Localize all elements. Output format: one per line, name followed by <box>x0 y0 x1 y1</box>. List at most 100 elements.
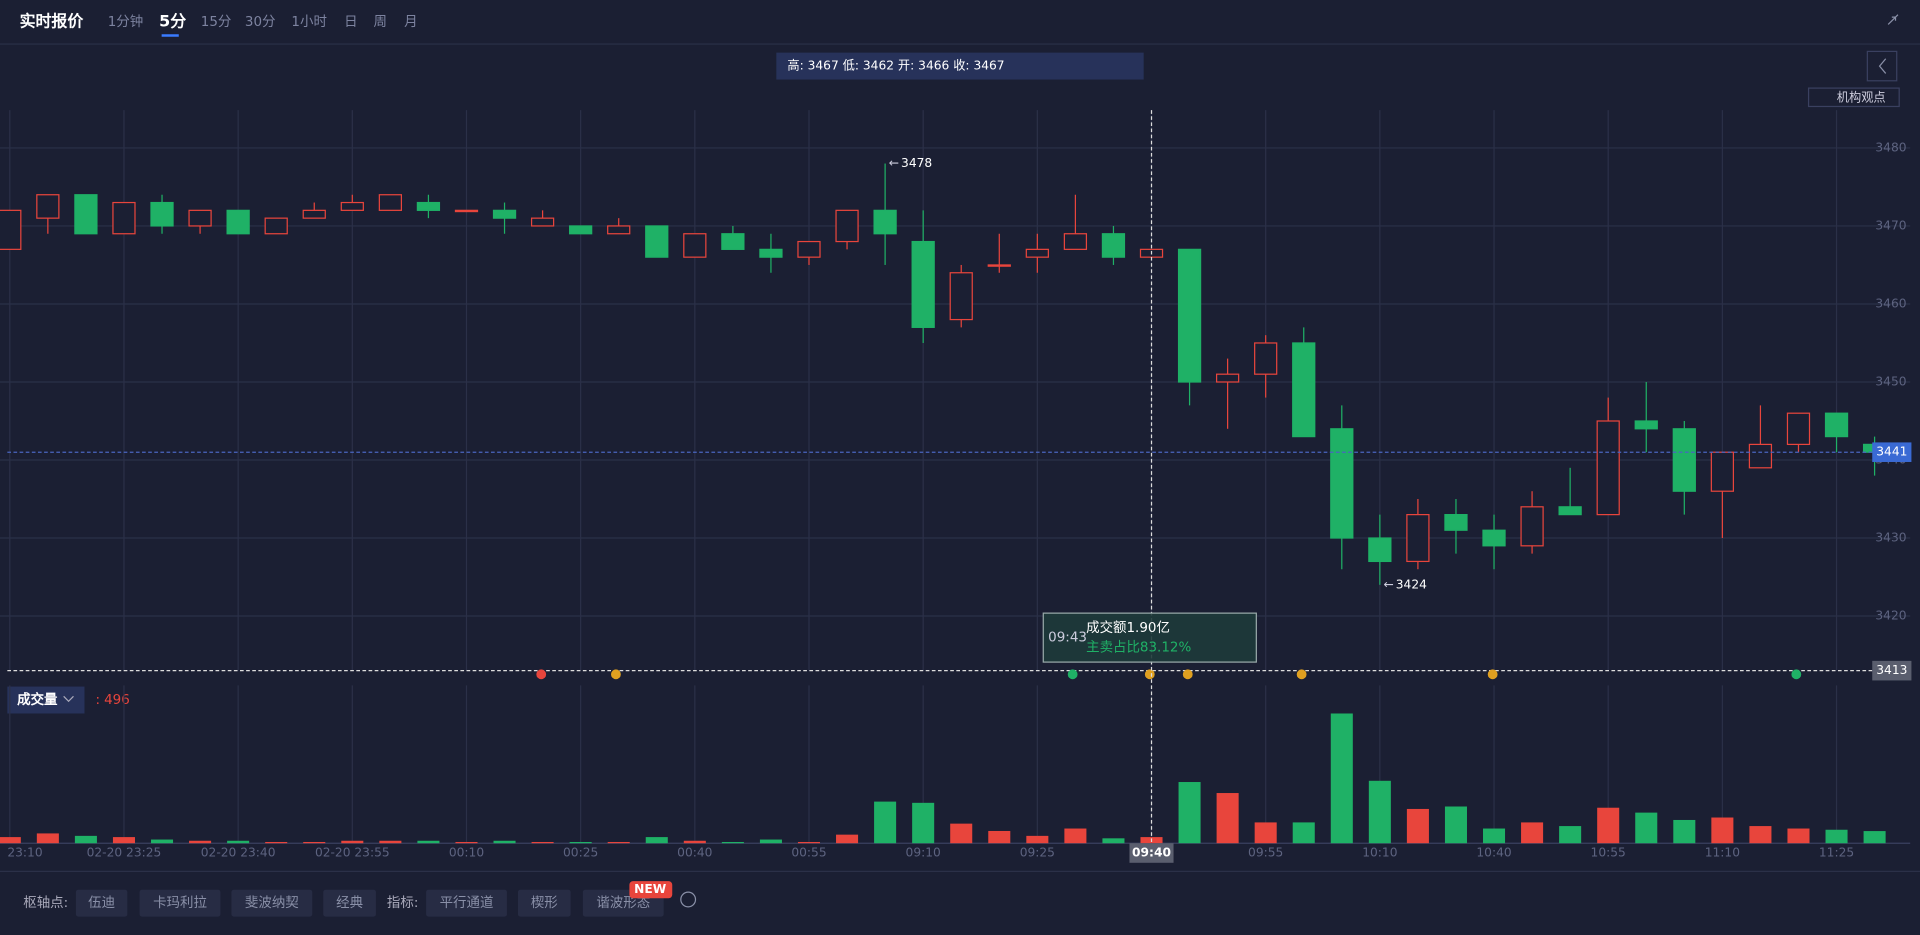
x-tick-label: 23:10 <box>7 846 42 860</box>
period-tab[interactable]: 1小时 <box>291 14 326 30</box>
x-tick-label: 00:40 <box>677 846 712 860</box>
x-tick-label: 09:40 <box>1132 846 1171 860</box>
volume-bar <box>1711 817 1734 844</box>
volume-bar <box>1863 831 1886 844</box>
candle-body <box>1063 233 1088 250</box>
volume-bar <box>1216 793 1239 844</box>
event-marker[interactable] <box>1144 669 1155 680</box>
period-tab[interactable]: 周 <box>373 15 386 30</box>
volume-bar <box>493 840 516 844</box>
event-marker[interactable] <box>1182 669 1193 680</box>
candle-body <box>264 217 288 235</box>
volume-bar <box>683 840 706 844</box>
x-tick-label: 00:25 <box>563 846 598 860</box>
volume-bar <box>1825 829 1848 844</box>
extreme-arrow: ← <box>889 156 899 170</box>
volume-bar <box>151 839 174 844</box>
tooltip-box <box>1042 612 1257 663</box>
candle-body <box>1634 420 1658 430</box>
footer-button[interactable] <box>139 889 221 917</box>
event-marker[interactable] <box>1791 669 1802 680</box>
candle-body <box>1406 514 1430 563</box>
x-tick-label: 02-20 23:40 <box>201 846 276 860</box>
y-tick-label: 3420 <box>1875 609 1906 623</box>
collapse-icon[interactable] <box>1887 14 1899 25</box>
x-tick-label: 09:25 <box>1020 846 1055 860</box>
volume-tag[interactable] <box>7 686 85 714</box>
footer-button-text: 斐波纳契 <box>245 895 299 911</box>
candle-body <box>112 201 136 235</box>
event-marker[interactable] <box>611 669 621 680</box>
period-tab[interactable]: 日 <box>344 15 357 30</box>
candle-body <box>492 209 517 219</box>
period-tab[interactable]: 1分钟 <box>108 13 143 30</box>
x-tick-label: 10:10 <box>1362 846 1397 860</box>
event-marker[interactable] <box>1067 669 1078 680</box>
period-tab[interactable]: 15分 <box>201 14 232 30</box>
candle-body <box>987 264 1011 267</box>
y-tick-label: 3450 <box>1875 374 1906 388</box>
event-marker[interactable] <box>1296 669 1307 680</box>
volume-bar <box>36 833 59 844</box>
candle-body <box>1520 506 1544 547</box>
x-tick-label: 09:55 <box>1248 846 1283 860</box>
candle-body <box>911 240 935 328</box>
views-text: 机构观点 <box>1837 89 1886 104</box>
volume-bar <box>1178 782 1201 844</box>
footer-button[interactable] <box>323 889 376 917</box>
volume-bar <box>874 801 897 844</box>
volume-bar <box>74 835 97 844</box>
candle-body <box>1596 420 1620 516</box>
candle-body <box>1292 342 1316 438</box>
candle-body <box>1368 537 1392 563</box>
volume-bar <box>1406 808 1429 844</box>
ohlc-box <box>776 52 1144 80</box>
candle-body <box>1025 248 1049 258</box>
new-badge-text: NEW <box>634 882 667 896</box>
period-tab[interactable]: 30分 <box>245 14 276 30</box>
help-icon[interactable] <box>680 891 697 908</box>
candle-body <box>607 225 631 235</box>
event-marker[interactable] <box>536 669 547 680</box>
x-label-box <box>1129 843 1174 863</box>
volume-bar <box>455 841 478 844</box>
volume-bar <box>1483 828 1506 844</box>
y-tick-label: 3460 <box>1875 296 1906 310</box>
candle-body <box>0 209 22 250</box>
volume-bar <box>607 841 630 844</box>
candle-body <box>530 217 555 227</box>
candle-body <box>797 240 821 258</box>
footer-button-text: 卡玛利拉 <box>153 895 207 911</box>
views-button[interactable] <box>1807 87 1900 108</box>
footer-button[interactable] <box>75 889 128 917</box>
pivot-label: 枢轴点: <box>23 895 68 911</box>
candle-body <box>721 233 745 250</box>
tooltip-amount: 成交额1.90亿 <box>1086 619 1170 636</box>
period-tabs: 1分钟 5分 15分 30分 1小时 日 周 月 <box>108 12 418 37</box>
last-price-label: 3441 <box>1876 445 1907 459</box>
volume-bar <box>379 840 402 844</box>
x-tick-label: 10:55 <box>1591 846 1626 860</box>
footer-button[interactable] <box>426 889 507 917</box>
event-marker[interactable] <box>1487 669 1498 680</box>
candle-body <box>74 194 98 235</box>
period-tab[interactable]: 5分 <box>159 12 186 31</box>
candle-body <box>188 209 212 227</box>
toggle-button[interactable] <box>1866 50 1898 82</box>
footer-button[interactable] <box>517 889 571 917</box>
volume-bar <box>1597 807 1620 844</box>
ohlc-text: 高: 3467 低: 3462 开: 3466 收: 3467 <box>787 58 1004 73</box>
footer-button-text: 楔形 <box>531 895 558 911</box>
candle-body <box>302 209 326 219</box>
period-tab[interactable]: 月 <box>404 15 417 30</box>
volume-bar <box>341 840 364 844</box>
volume-bar <box>1064 828 1087 844</box>
candle-body <box>569 225 593 235</box>
footer-button[interactable] <box>231 889 313 917</box>
volume-bar <box>1254 822 1277 844</box>
toggle-icon <box>1878 58 1887 74</box>
candle-body <box>1254 342 1278 375</box>
